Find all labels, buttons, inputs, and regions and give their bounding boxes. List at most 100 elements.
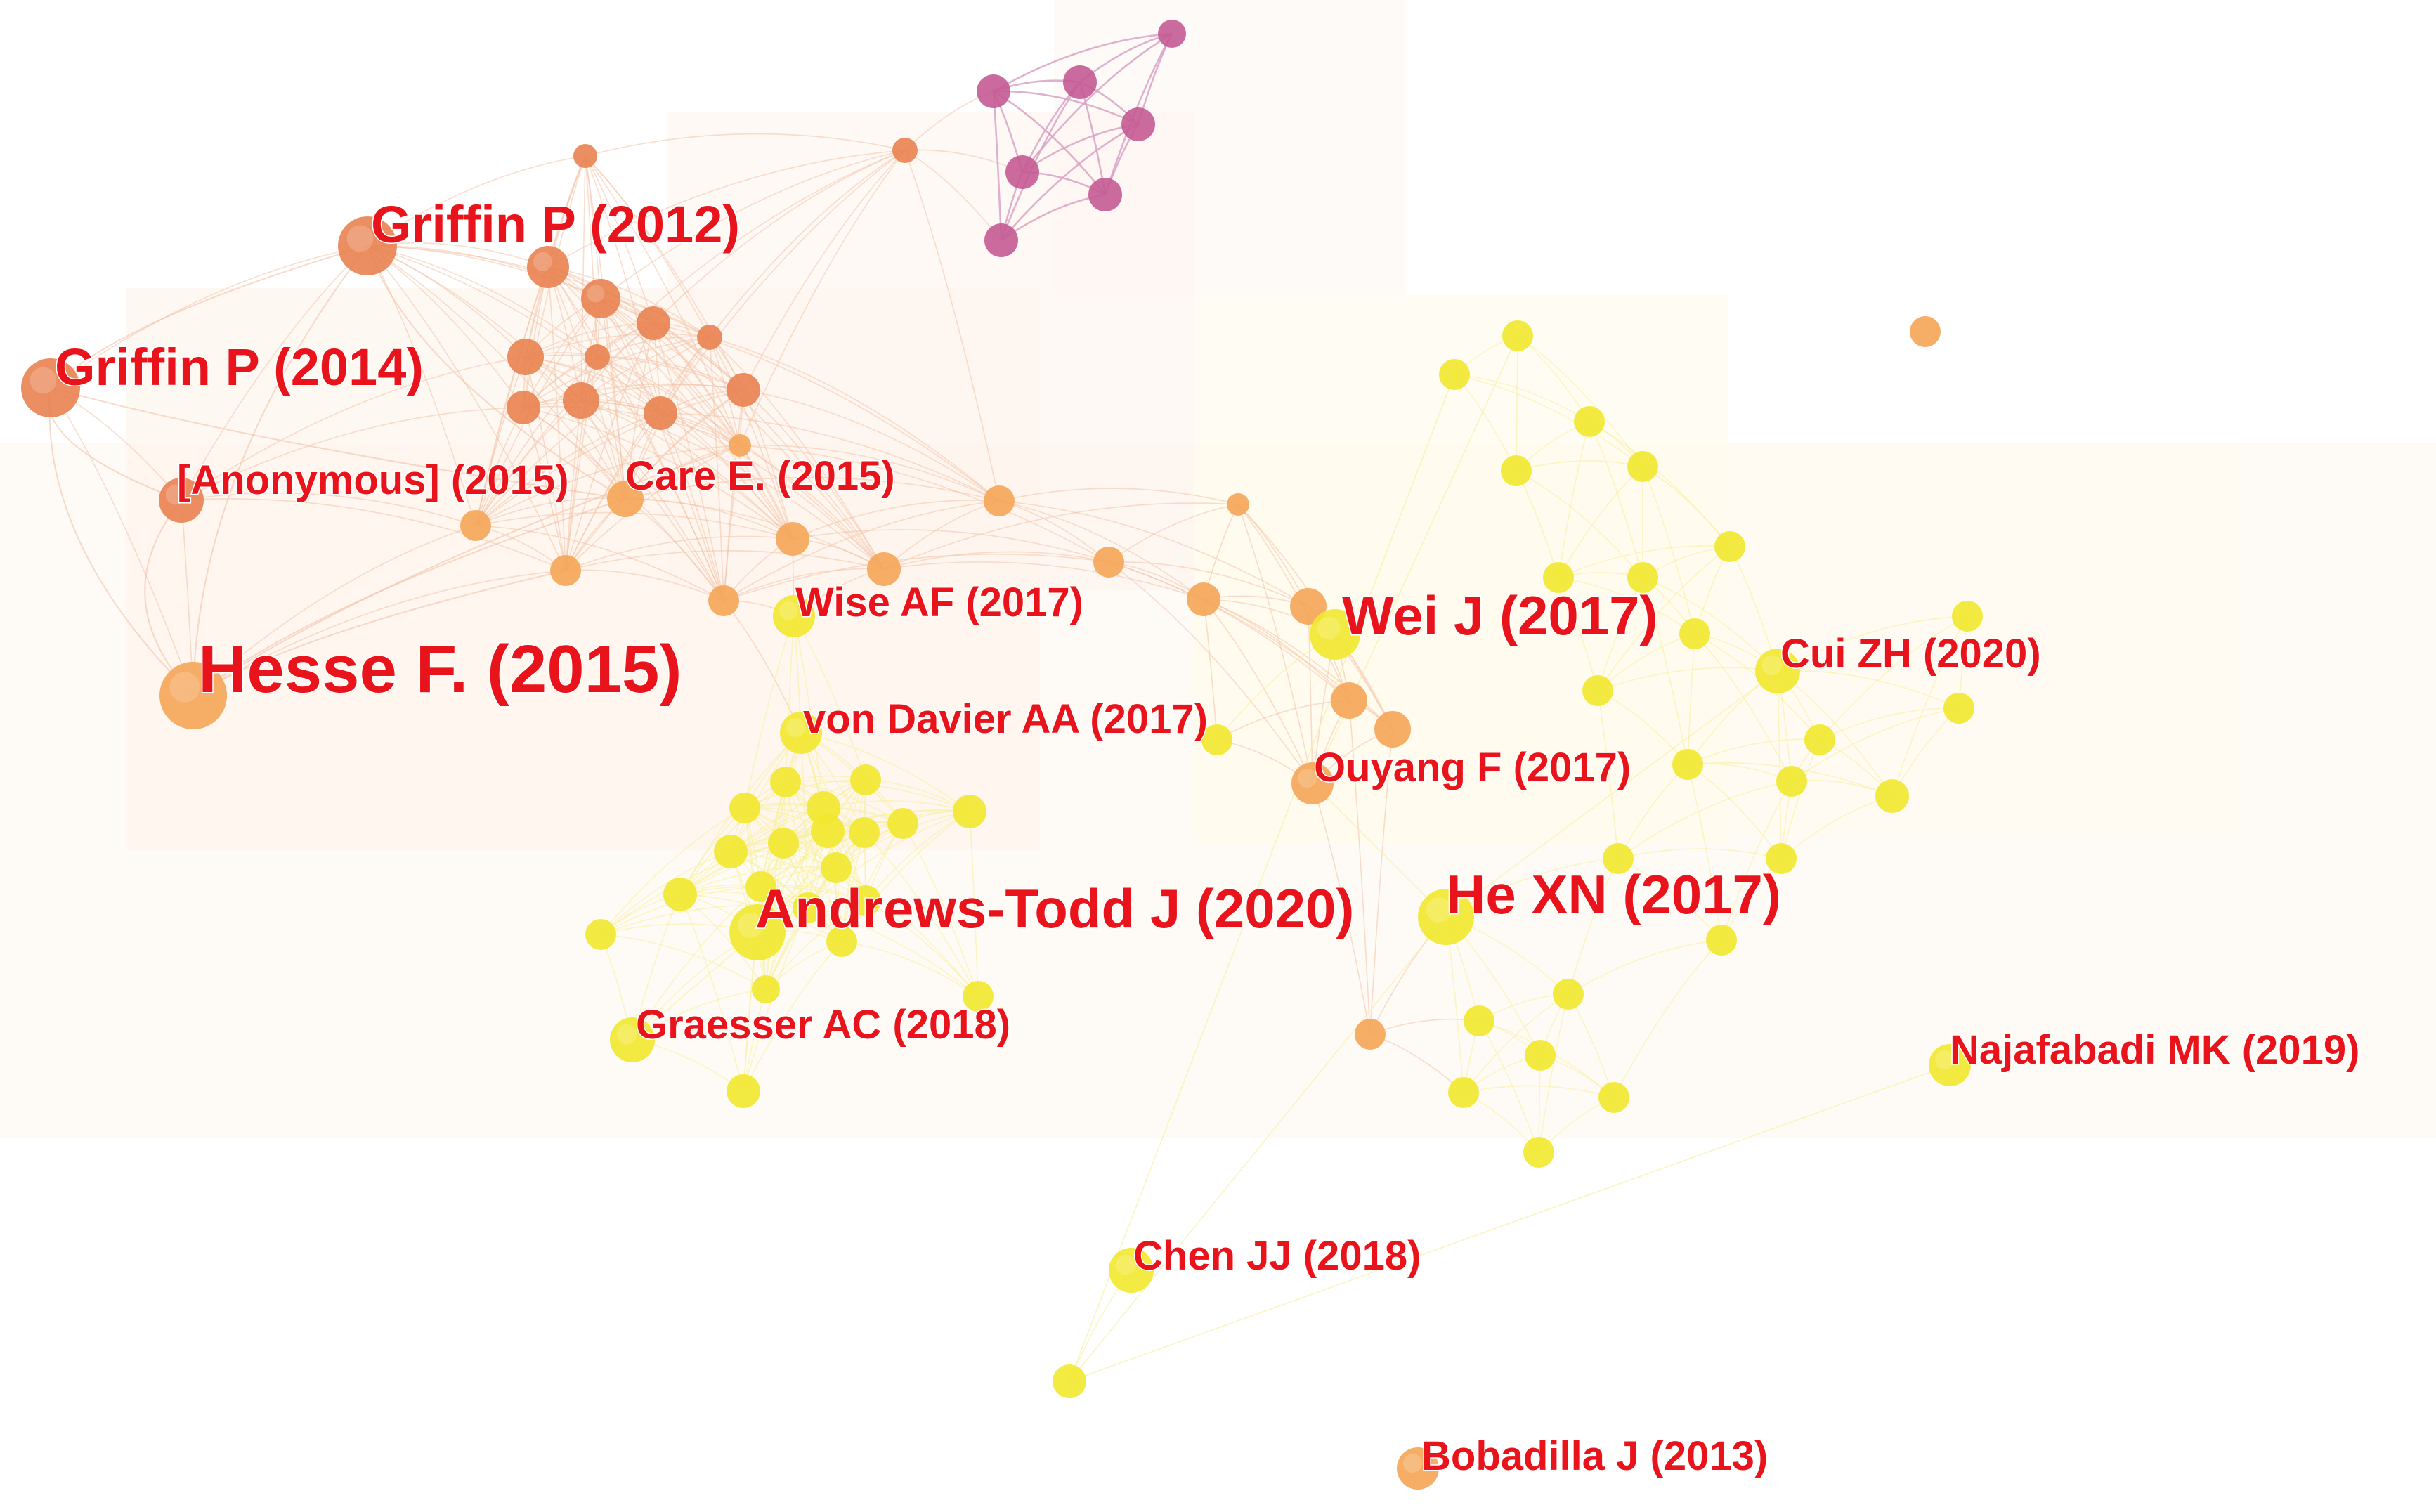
edge-382 (1568, 939, 1722, 995)
label-bobadilla2013[interactable]: Bobadilla J (2013) (1421, 1433, 1769, 1480)
edge-173 (565, 445, 741, 571)
label-chen2018[interactable]: Chen JJ (2018) (1133, 1232, 1422, 1280)
node-86 (953, 795, 986, 828)
edge-221 (723, 500, 1000, 601)
edge-149 (660, 412, 1000, 502)
node-54 (1627, 451, 1658, 482)
label-wise2017[interactable]: Wise AF (2017) (795, 579, 1085, 627)
edge-116 (743, 389, 885, 570)
node-highlight-45 (738, 913, 763, 938)
node-91 (663, 878, 697, 911)
label-wei2017[interactable]: Wei J (2017) (1341, 584, 1659, 648)
edge-16 (50, 387, 194, 696)
node-29 (867, 552, 901, 586)
edge-555 (1069, 374, 1455, 1382)
node-highlight-44 (1761, 655, 1783, 676)
node-43 (1310, 609, 1360, 660)
edge-223 (1108, 561, 1309, 607)
edge-111 (743, 150, 906, 391)
label-hesse2015[interactable]: Hesse F. (2015) (197, 631, 683, 708)
label-griffin2012[interactable]: Griffin P (2012) (370, 195, 741, 255)
edge-134 (597, 356, 741, 446)
edge-174 (475, 445, 741, 526)
node-83 (811, 814, 845, 848)
node-22 (977, 74, 1010, 108)
edge-338 (1642, 466, 1695, 634)
edge-163 (523, 407, 793, 540)
node-58 (1679, 618, 1710, 649)
node-57 (1627, 562, 1658, 593)
label-andrewstodd2020[interactable]: Andrews-Todd J (2020) (755, 877, 1355, 941)
node-47 (610, 1017, 655, 1062)
edge-124 (525, 356, 741, 446)
edge-343 (1558, 577, 1695, 634)
label-hexn2017[interactable]: He XN (2017) (1445, 863, 1783, 927)
node-4 (607, 481, 644, 517)
edge-531 (600, 904, 809, 935)
node-19 (460, 510, 491, 541)
edge-147 (660, 412, 793, 540)
node-90 (793, 892, 823, 923)
edge-542 (743, 941, 842, 1092)
edge-367 (1819, 615, 1968, 741)
edge-21 (181, 492, 476, 526)
label-anonymous2015[interactable]: [Anonymous] (2015) (176, 457, 571, 504)
node-96 (752, 975, 780, 1003)
edge-179 (723, 445, 741, 601)
node-77 (729, 793, 760, 823)
label-care2015[interactable]: Care E. (2015) (625, 452, 897, 500)
node-80 (850, 764, 881, 795)
node-84 (849, 817, 880, 848)
edge-106 (597, 356, 744, 391)
edge-102 (709, 337, 885, 570)
edge-172 (904, 150, 1000, 502)
edge-185 (475, 525, 724, 601)
edge-412 (600, 807, 745, 935)
edge-105 (525, 354, 744, 391)
node-14 (507, 391, 540, 424)
label-griffin2014[interactable]: Griffin P (2014) (54, 337, 425, 398)
node-74 (1598, 1082, 1629, 1113)
label-graesser2018[interactable]: Graesser AC (2018) (635, 1001, 1012, 1049)
node-55 (1501, 455, 1532, 486)
node-25 (1005, 155, 1039, 189)
node-3 (159, 662, 227, 729)
edge-165 (585, 133, 906, 157)
label-najafabadi2019[interactable]: Najafabadi MK (2019) (1949, 1027, 2361, 1074)
edge-208 (792, 529, 1109, 563)
node-88 (821, 852, 852, 883)
node-10 (507, 339, 544, 375)
node-62 (1804, 724, 1835, 755)
edge-366 (1819, 708, 1960, 741)
node-49 (1109, 1248, 1154, 1293)
edge-19 (181, 407, 524, 501)
edge-349 (1642, 577, 1688, 765)
label-ouyang2017[interactable]: Ouyang F (2017) (1313, 744, 1632, 792)
node-92 (585, 919, 616, 950)
edge-199 (1000, 82, 1081, 241)
label-vondavier2017[interactable]: von Davier AA (2017) (802, 696, 1209, 743)
node-31 (1093, 547, 1124, 578)
edge-241 (1237, 504, 1313, 784)
edge-12 (367, 155, 586, 247)
node-15 (573, 144, 597, 168)
edge-558 (1445, 670, 1778, 918)
edge-92 (597, 336, 710, 358)
node-71 (1464, 1005, 1494, 1036)
edge-383 (1613, 939, 1722, 1098)
node-highlight-47 (616, 1024, 637, 1045)
edge-91 (525, 333, 710, 358)
edge-224 (1108, 504, 1239, 563)
edge-357 (1597, 690, 1619, 859)
edge-207 (792, 500, 1000, 540)
node-78 (770, 767, 801, 797)
node-11 (585, 344, 610, 370)
edge-186 (993, 32, 1173, 93)
edge-553 (367, 245, 626, 500)
label-cui2020[interactable]: Cui ZH (2020) (1780, 630, 2043, 678)
edge-148 (660, 412, 885, 570)
edge-233 (1203, 599, 1393, 730)
edge-142 (585, 155, 661, 414)
edge-317 (632, 886, 762, 1041)
